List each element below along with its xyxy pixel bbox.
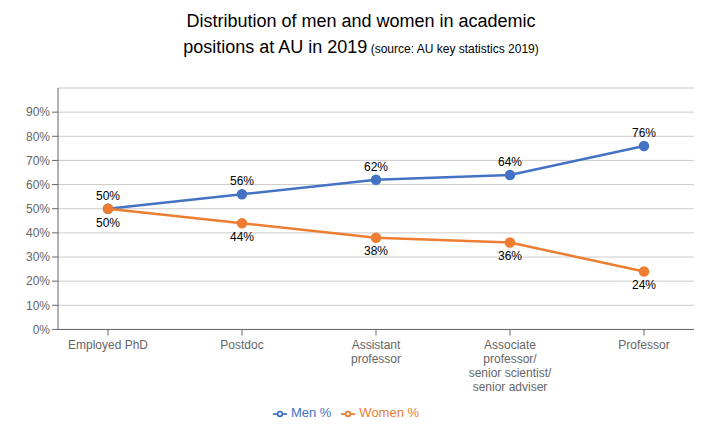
svg-text:40%: 40% xyxy=(26,226,50,240)
svg-text:56%: 56% xyxy=(230,174,254,188)
svg-text:90%: 90% xyxy=(26,105,50,119)
svg-text:76%: 76% xyxy=(632,126,656,140)
svg-text:36%: 36% xyxy=(498,249,522,263)
svg-text:80%: 80% xyxy=(26,130,50,144)
svg-text:24%: 24% xyxy=(632,278,656,292)
svg-text:Assistantprofessor: Assistantprofessor xyxy=(351,338,401,366)
svg-text:Employed PhD: Employed PhD xyxy=(68,338,148,352)
svg-text:60%: 60% xyxy=(26,178,50,192)
html-text:Men %: Men % xyxy=(290,405,332,421)
html-text:Women %: Women % xyxy=(359,405,420,421)
svg-text:64%: 64% xyxy=(498,155,522,169)
svg-text:62%: 62% xyxy=(364,160,388,174)
svg-text:Professor: Professor xyxy=(618,338,669,352)
svg-text:38%: 38% xyxy=(364,244,388,258)
svg-text:44%: 44% xyxy=(230,230,254,244)
html-text:positions at AU in 2019(source: positions at AU in 2019(source: AU key s… xyxy=(183,37,539,57)
svg-text:10%: 10% xyxy=(26,299,50,313)
svg-text:50%: 50% xyxy=(96,189,120,203)
svg-text:50%: 50% xyxy=(96,216,120,230)
svg-text:20%: 20% xyxy=(26,274,50,288)
svg-text:0%: 0% xyxy=(33,323,51,337)
svg-text:Postdoc: Postdoc xyxy=(220,338,263,352)
svg-text:50%: 50% xyxy=(26,202,50,216)
html-text:Distribution of men and women: Distribution of men and women in academi… xyxy=(186,11,536,31)
svg-text:Associateprofessor/senior scie: Associateprofessor/senior scientist/seni… xyxy=(469,338,552,394)
svg-text:30%: 30% xyxy=(26,250,50,264)
svg-text:70%: 70% xyxy=(26,154,50,168)
